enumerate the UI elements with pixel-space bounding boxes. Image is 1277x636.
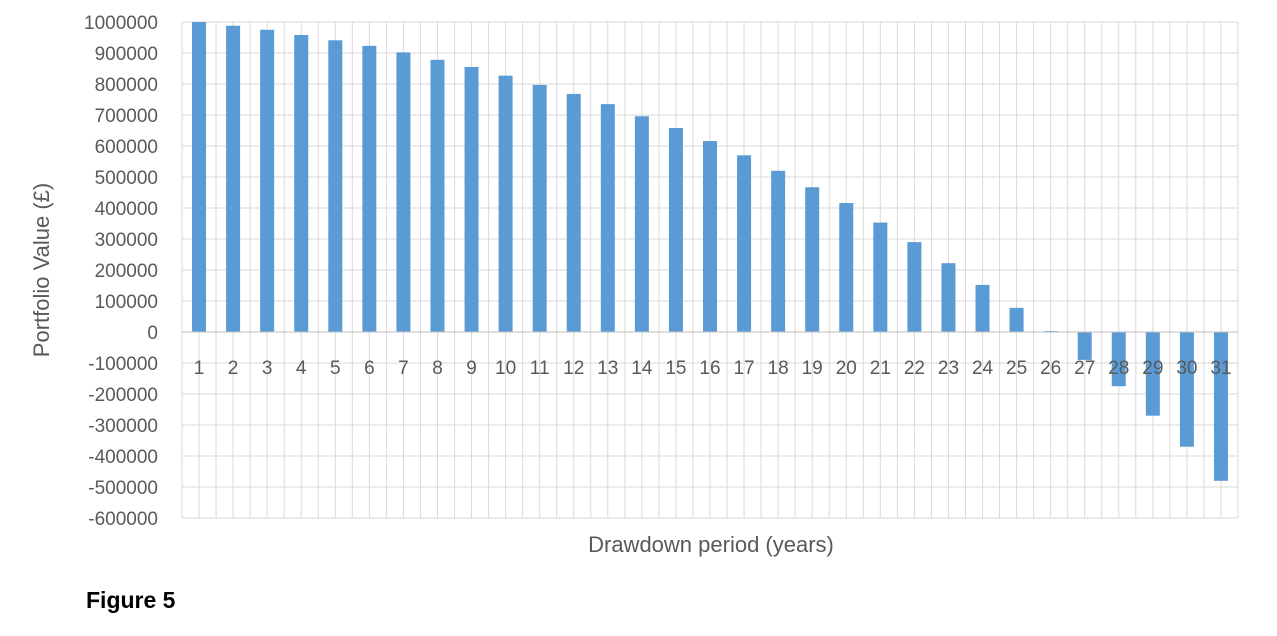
x-tick-label: 9 (466, 358, 477, 379)
bar-series (182, 22, 1238, 481)
bar (873, 222, 888, 332)
y-tick-label: -200000 (88, 385, 158, 406)
x-tick-label: 19 (802, 358, 823, 379)
y-axis-tick-labels: 1000000900000800000700000600000500000400… (84, 13, 158, 530)
y-tick-label: 600000 (95, 137, 158, 158)
bar (839, 203, 854, 332)
x-tick-label: 12 (563, 358, 584, 379)
x-tick-label: 1 (194, 358, 205, 379)
x-tick-label: 10 (495, 358, 516, 379)
bar (1145, 332, 1160, 416)
x-tick-label: 27 (1074, 358, 1095, 379)
y-tick-label: 0 (147, 323, 158, 344)
bar (600, 104, 615, 333)
bar (703, 141, 717, 332)
bar (566, 93, 581, 332)
bar (396, 52, 411, 332)
bar (226, 25, 241, 332)
bar (498, 75, 513, 332)
x-tick-label: 15 (665, 358, 686, 379)
x-tick-label: 14 (631, 358, 653, 379)
x-axis-tick-labels: 1 2 3 4 5 6 7 8 9 10 11 12 13 14 15 16 17 18 19 20 21 22 23 24 2… (194, 358, 1232, 379)
y-tick-label: -300000 (88, 416, 158, 437)
x-tick-label: 16 (699, 358, 720, 379)
bar (1213, 332, 1228, 481)
figure-caption: Figure 5 (86, 587, 176, 613)
y-axis-title: Portfolio Value (£) (29, 183, 54, 357)
bar (975, 284, 990, 332)
x-tick-label: 23 (938, 358, 959, 379)
x-tick-label: 24 (972, 358, 994, 379)
y-tick-label: -600000 (88, 509, 158, 530)
y-tick-label: 100000 (95, 292, 158, 313)
y-tick-label: -100000 (88, 354, 158, 375)
bar (532, 84, 547, 333)
y-tick-label: 200000 (95, 261, 158, 282)
x-tick-label: 3 (262, 358, 273, 379)
x-tick-label: 28 (1108, 358, 1129, 379)
x-tick-label: 26 (1040, 358, 1061, 379)
x-tick-label: 13 (597, 358, 618, 379)
x-tick-label: 4 (296, 358, 307, 379)
x-tick-label: 20 (836, 358, 857, 379)
y-tick-label: 800000 (95, 75, 158, 96)
x-tick-label: 11 (530, 358, 550, 379)
y-tick-label: 1000000 (84, 13, 158, 34)
bar (430, 59, 445, 332)
y-tick-label: -500000 (88, 478, 158, 499)
bar (634, 116, 649, 333)
x-tick-label: 22 (904, 358, 925, 379)
bar (362, 45, 377, 333)
x-tick-label: 18 (768, 358, 789, 379)
bar (464, 66, 479, 332)
x-axis-title: Drawdown period (years) (588, 532, 834, 557)
x-tick-label: 8 (432, 358, 443, 379)
bar (1179, 332, 1194, 447)
bar (805, 187, 820, 332)
bar (328, 40, 343, 332)
y-tick-label: 300000 (95, 230, 158, 251)
y-tick-label: 400000 (95, 199, 158, 220)
x-tick-label: 25 (1006, 358, 1027, 379)
bar (737, 155, 752, 332)
bar (771, 170, 786, 332)
bar (668, 128, 683, 332)
y-tick-label: 900000 (95, 44, 158, 65)
x-tick-label: 21 (870, 358, 891, 379)
x-tick-label: 17 (733, 358, 754, 379)
bar (941, 263, 956, 332)
x-tick-label: 6 (364, 358, 375, 379)
x-tick-label: 31 (1210, 358, 1231, 379)
bar (907, 242, 922, 332)
x-tick-label: 7 (398, 358, 409, 379)
bar (1009, 307, 1024, 332)
x-tick-label: 29 (1142, 358, 1163, 379)
bar (1077, 332, 1092, 360)
bar (260, 29, 275, 332)
y-tick-label: -400000 (88, 447, 158, 468)
x-tick-label: 30 (1176, 358, 1197, 379)
x-tick-label: 5 (330, 358, 341, 379)
x-tick-label: 2 (228, 358, 239, 379)
bar (294, 35, 309, 333)
y-tick-label: 700000 (95, 106, 158, 127)
bar (1111, 332, 1126, 387)
y-tick-label: 500000 (95, 168, 158, 189)
bar (192, 22, 207, 332)
